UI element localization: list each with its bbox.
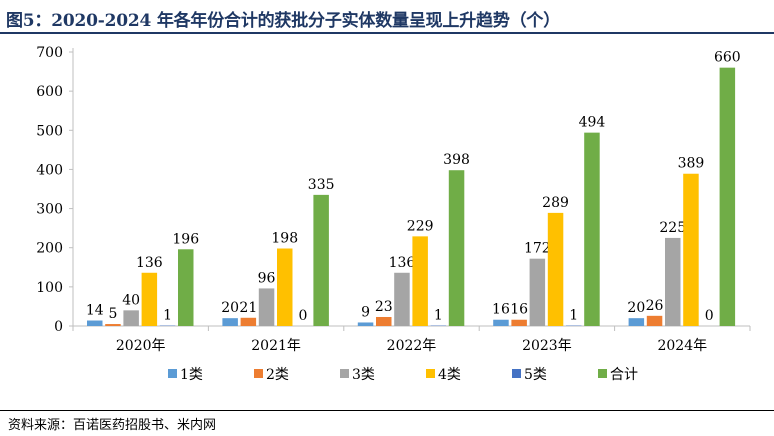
legend-swatch-3类: [340, 369, 349, 378]
x-tick-label: 2024年: [657, 338, 707, 354]
bar-3类-2022年: [394, 272, 410, 326]
legend-swatch-2类: [254, 369, 263, 378]
bar-合计-2020年: [178, 249, 194, 326]
y-tick-label: 100: [36, 280, 63, 296]
y-tick-label: 700: [36, 45, 63, 61]
bar-2类-2023年: [511, 319, 527, 326]
data-label: 229: [407, 218, 434, 234]
bar-1类-2021年: [222, 318, 238, 326]
data-label: 136: [389, 255, 416, 271]
data-label: 21: [239, 300, 257, 316]
bar-1类-2020年: [87, 320, 103, 326]
data-label: 1: [163, 308, 172, 324]
data-label: 16: [492, 302, 510, 318]
data-label: 14: [86, 303, 104, 319]
bar-3类-2023年: [529, 258, 546, 326]
data-label: 660: [714, 50, 741, 66]
data-label: 225: [659, 220, 686, 236]
footer-rule: [0, 410, 774, 411]
y-tick-label: 500: [36, 123, 63, 139]
bar-1类-2022年: [357, 322, 374, 326]
bar-合计-2022年: [448, 170, 465, 326]
data-label: 9: [361, 304, 370, 320]
data-label: 0: [705, 308, 714, 324]
x-tick-label: 2023年: [522, 338, 572, 354]
legend-swatch-4类: [426, 369, 435, 378]
legend-label: 合计: [610, 367, 638, 383]
data-label: 1: [434, 308, 443, 324]
figure-title: 图5：2020-2024 年各年份合计的获批分子实体数量呈现上升趋势（个）: [6, 11, 561, 31]
bar-合计-2023年: [584, 132, 600, 326]
data-label: 136: [136, 255, 163, 271]
legend-label: 3类: [352, 367, 375, 383]
data-label: 5: [108, 306, 117, 322]
legend-label: 5类: [524, 367, 547, 383]
data-label: 0: [298, 308, 307, 324]
x-tick-label: 2020年: [116, 338, 166, 354]
y-tick-label: 300: [36, 202, 63, 218]
y-tick-label: 200: [36, 241, 63, 257]
data-label: 23: [375, 299, 393, 315]
data-label: 20: [221, 300, 239, 316]
data-label: 40: [122, 292, 140, 308]
data-label: 398: [443, 152, 470, 168]
bar-4类-2023年: [547, 212, 564, 326]
bar-3类-2021年: [258, 288, 275, 326]
data-label: 494: [579, 115, 606, 131]
bar-3类-2024年: [665, 237, 681, 326]
bar-2类-2024年: [646, 315, 663, 326]
data-label: 16: [510, 302, 528, 318]
bar-1类-2024年: [628, 318, 645, 326]
x-tick-label: 2022年: [387, 338, 437, 354]
bar-4类-2024年: [683, 173, 699, 326]
bar-4类-2022年: [412, 236, 428, 326]
data-label: 289: [542, 195, 569, 211]
x-tick-label: 2021年: [251, 338, 301, 354]
legend-label: 2类: [266, 367, 289, 383]
data-label: 335: [308, 177, 335, 193]
legend-label: 4类: [438, 367, 461, 383]
y-tick-label: 600: [36, 84, 63, 100]
legend-swatch-5类: [512, 369, 521, 378]
bar-3类-2020年: [123, 310, 139, 326]
data-label: 1: [569, 308, 578, 324]
y-tick-label: 400: [36, 162, 63, 178]
legend-swatch-合计: [598, 369, 607, 378]
source-note: 资料来源：百诺医药招股书、米内网: [8, 418, 217, 433]
bar-合计-2024年: [719, 67, 736, 327]
legend-swatch-1类: [168, 369, 177, 378]
legend-label: 1类: [180, 367, 203, 383]
bar-4类-2020年: [141, 272, 158, 326]
bar-1类-2023年: [493, 319, 509, 326]
y-tick-label: 0: [54, 319, 63, 335]
data-label: 20: [627, 300, 645, 316]
bar-2类-2021年: [240, 317, 257, 326]
bar-2类-2022年: [376, 316, 392, 326]
data-label: 389: [678, 156, 705, 172]
bar-4类-2021年: [277, 248, 293, 326]
bar-合计-2021年: [313, 194, 329, 326]
data-label: 26: [646, 298, 664, 314]
data-label: 198: [271, 230, 298, 246]
data-label: 172: [524, 241, 551, 257]
bar-2类-2020年: [105, 324, 121, 326]
data-label: 196: [172, 231, 199, 247]
title-rule: [0, 32, 774, 34]
data-label: 96: [258, 270, 276, 286]
